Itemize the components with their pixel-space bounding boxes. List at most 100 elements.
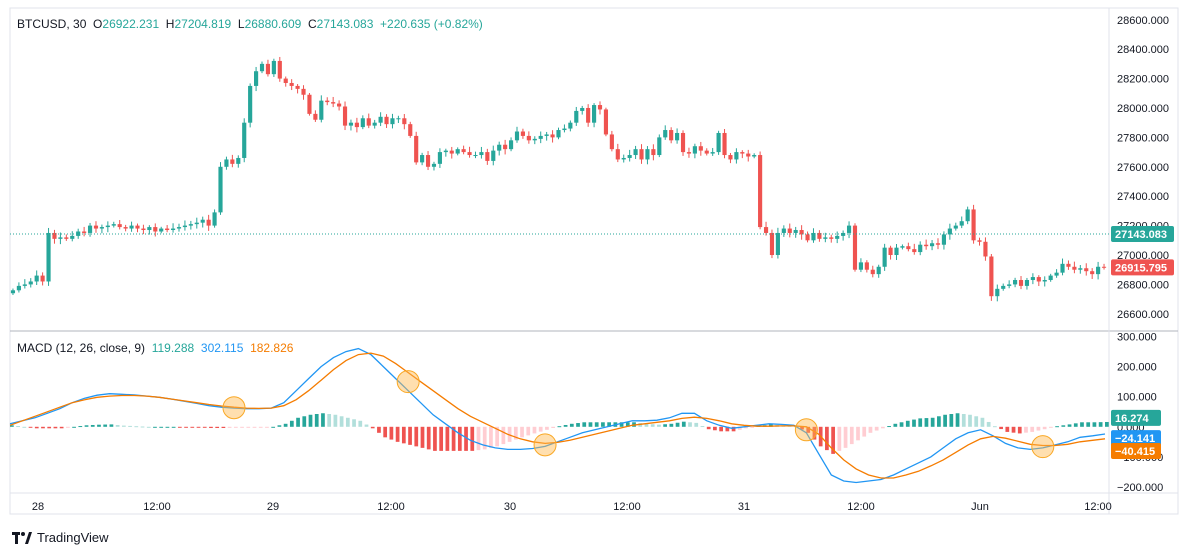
candle-body [651,149,656,156]
candle-body [402,118,407,125]
candle-body [627,155,632,158]
crossover-highlight [396,370,420,394]
price-badge-label: 26915.795 [1115,262,1167,274]
macd-hist-bar [65,426,70,428]
candle-body [508,140,514,150]
macd-hist-bar [47,426,52,429]
candle-body [722,132,727,156]
time-tick-label: 29 [267,501,279,513]
macd-hist-bar [862,426,867,437]
macd-hist-bar [377,426,381,433]
candle-body [752,155,757,157]
candle-body [443,150,448,153]
candle-body [491,150,496,161]
macd-badge [1111,442,1161,459]
macd-hist-bar [103,424,108,427]
candle-body [378,116,383,123]
candle-body [977,240,982,242]
macd-hist-bar [688,422,692,427]
candle-body [740,152,745,154]
candle-body [503,144,508,150]
candle-body [485,152,490,161]
candle-body [1042,280,1047,282]
macd-tick-label: 100.000 [1117,392,1157,404]
candle-body [271,60,276,75]
macd-hist-bar [806,426,811,433]
macd-hist-bar [1105,421,1109,427]
macd-hist-bar [961,414,966,427]
candle-body [248,85,253,123]
macd-hist-bar [750,426,755,428]
macd-hist-bar [209,426,213,429]
candle-body [538,135,543,139]
legend-open-key: O [93,17,103,31]
macd-hist-bar [1005,426,1010,432]
candle-body [76,231,81,236]
candle-body [799,230,804,235]
legend-symbol: BTCUSD [17,17,67,31]
candle-body [277,60,282,79]
macd-hist-bar [41,426,45,429]
candle-body [111,224,116,226]
candle-body [337,103,342,107]
macd-tick-label: 300.000 [1117,332,1157,344]
candle-body [313,113,318,120]
candle-body [645,149,650,160]
macd-hist-bar [843,426,848,448]
price-tick-label: 28000.000 [1117,103,1169,115]
candle-body [763,227,769,233]
candle-body [829,237,834,239]
macd-hist-bar [34,426,39,429]
candle-body [947,228,952,235]
macd-hist-bar [265,426,269,428]
candle-body [1066,263,1071,267]
macd-hist-bar [874,426,879,431]
macd-hist-bar [159,426,164,428]
time-tick-label: 30 [504,501,516,513]
macd-hist-bar [744,426,748,429]
candle-body [176,227,182,229]
macd-hist-bar [526,426,531,436]
candle-body [514,131,520,141]
candle-body [390,118,395,125]
macd-hist-bar [1098,422,1103,427]
macd-hist-bar [644,423,649,427]
macd-hist-bar [731,426,736,432]
macd-hist-bar [905,420,910,427]
macd-hist-bar [955,413,960,427]
macd-hist-bar [1061,425,1066,427]
time-tick-label: 12:00 [377,501,405,513]
macd-hist-bar [28,426,33,428]
candle-body [562,128,567,131]
macd-badge-label: −24.141 [1115,433,1155,445]
macd-hist-bar [165,426,170,428]
macd-hist-bar [370,426,375,429]
crossover-highlight [222,396,246,420]
macd-hist-bar [943,414,947,427]
time-tick-label: 12:00 [847,501,875,513]
candle-body [354,122,359,128]
crossover-highlight [533,433,557,457]
candle-body [22,284,27,286]
candle-body [769,232,775,256]
tradingview-logo[interactable]: TradingView [12,530,109,545]
macd-hist-bar [868,426,873,433]
candle-body [99,227,104,229]
macd-hist-bar [737,426,742,430]
macd-hist-bar [115,424,120,427]
candle-body [686,152,692,154]
candle-body [461,149,466,153]
candle-body [663,130,668,138]
macd-hist-bar [1049,426,1053,428]
macd-hist-bar [470,426,475,451]
macd-hist-bar [681,421,686,427]
candle-body [574,110,579,123]
macd-hist-bar [1042,426,1047,430]
candle-body [841,232,846,236]
macd-hist-bar [1092,422,1097,427]
macd-hist-bar [10,425,14,427]
candle-body [230,159,235,164]
macd-hist-bar [414,426,419,447]
candle-body [206,219,211,226]
